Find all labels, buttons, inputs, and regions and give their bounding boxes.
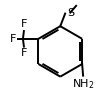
Text: F: F [21, 19, 27, 29]
Text: F: F [21, 48, 27, 58]
Text: F: F [10, 34, 16, 44]
Text: NH$_2$: NH$_2$ [72, 78, 94, 91]
Text: S: S [68, 8, 75, 18]
